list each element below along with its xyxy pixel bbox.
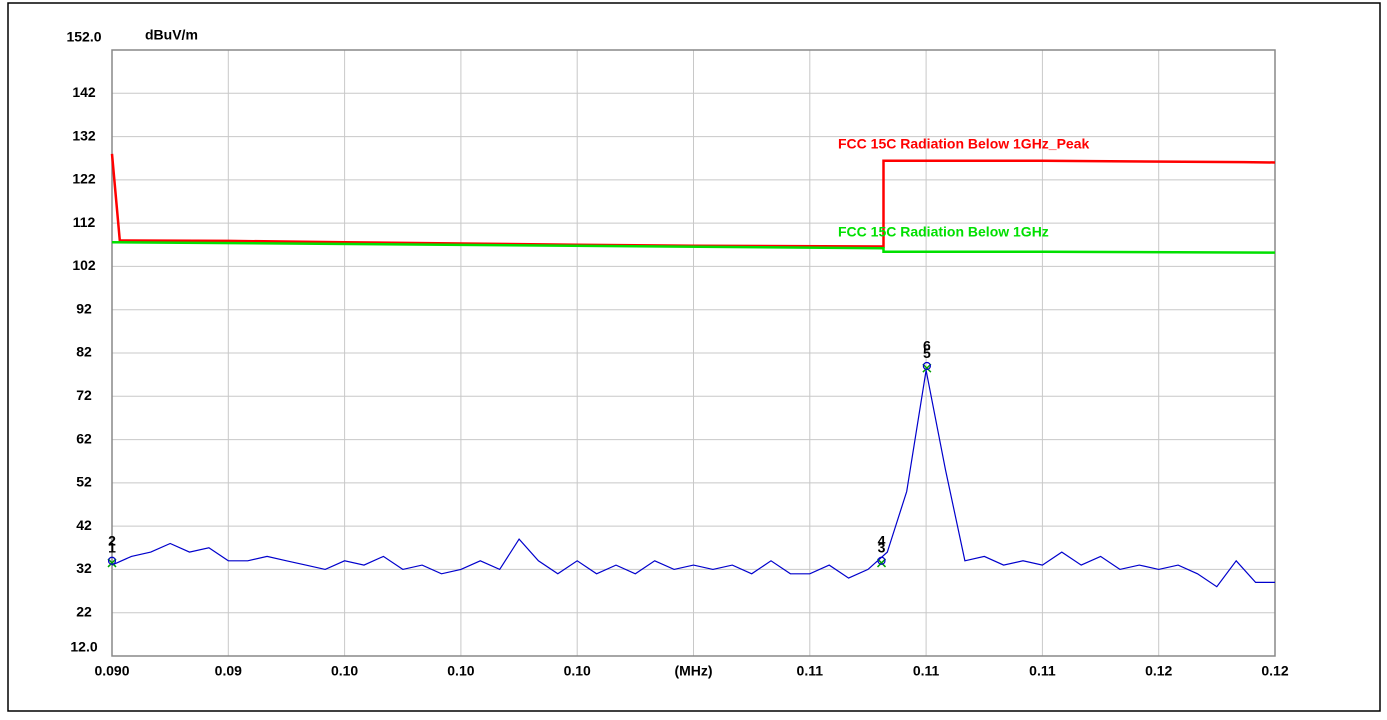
- y-tick-label: 142: [72, 84, 96, 100]
- x-tick-label: 0.11: [913, 663, 940, 679]
- y-tick-label: 12.0: [70, 639, 97, 655]
- y-tick-label: 122: [72, 171, 96, 187]
- marker-label: 6: [923, 338, 931, 354]
- y-tick-label: 32: [76, 560, 92, 576]
- marker: [877, 556, 886, 565]
- y-tick-label: 72: [76, 387, 92, 403]
- marker-label: 1: [108, 540, 116, 556]
- marker-label: 4: [878, 532, 886, 548]
- y-tick-label: 102: [72, 257, 96, 273]
- y-tick-label: 112: [73, 214, 96, 230]
- y-tick-label: 82: [76, 344, 92, 360]
- series-label: FCC 15C Radiation Below 1GHz_Peak: [838, 136, 1090, 152]
- y-tick-label: 132: [72, 127, 96, 143]
- y-tick-label: 152.0: [66, 29, 101, 45]
- x-tick-label: 0.10: [331, 663, 358, 679]
- x-tick-label: 0.12: [1145, 663, 1172, 679]
- x-tick-label: (MHz): [674, 663, 712, 679]
- y-tick-label: 42: [76, 517, 92, 533]
- series-line: [111, 240, 1276, 254]
- y-axis-label: dBuV/m: [145, 27, 198, 43]
- plot-border: [111, 49, 1276, 657]
- marker: [876, 558, 887, 568]
- x-tick-label: 0.090: [94, 663, 129, 679]
- x-tick-label: 0.09: [215, 663, 242, 679]
- marker: [107, 558, 117, 568]
- y-tick-label: 22: [76, 603, 92, 619]
- marker: [922, 363, 932, 373]
- x-tick-label: 0.12: [1261, 663, 1288, 679]
- marker: [107, 556, 117, 565]
- marker-label: 3: [878, 540, 886, 556]
- y-tick-label: 62: [76, 430, 92, 446]
- marker: [922, 361, 931, 371]
- x-tick-label: 0.10: [564, 663, 591, 679]
- series-label: FCC 15C Radiation Below 1GHz: [838, 224, 1049, 240]
- x-tick-label: 0.11: [797, 663, 824, 679]
- y-tick-label: 92: [76, 300, 92, 316]
- marker-label: 2: [108, 532, 116, 548]
- y-tick-label: 52: [76, 474, 92, 490]
- marker-label: 5: [923, 345, 931, 361]
- x-tick-label: 0.10: [447, 663, 474, 679]
- series-line: [111, 370, 1275, 588]
- x-tick-label: 0.11: [1029, 663, 1056, 679]
